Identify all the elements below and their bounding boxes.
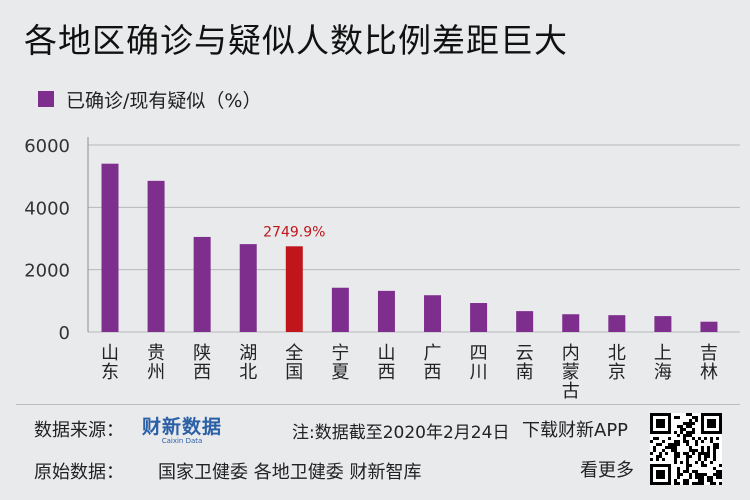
legend-swatch — [38, 91, 54, 107]
bar — [562, 314, 580, 332]
y-tick-label: 0 — [59, 323, 70, 344]
y-tick-label: 6000 — [24, 136, 70, 157]
bar — [377, 290, 395, 332]
x-tick-label: 北京 — [608, 343, 626, 383]
bar — [285, 246, 303, 332]
data-label: 2749.9% — [263, 224, 325, 240]
x-tick-label: 内蒙古 — [562, 343, 580, 402]
x-tick-label: 湖北 — [239, 343, 257, 383]
bar — [700, 321, 718, 332]
x-tick-label: 宁夏 — [331, 343, 349, 383]
download-app-text: 下载财新APP — [522, 420, 629, 441]
x-tick-label: 山西 — [377, 343, 395, 383]
x-tick-label: 山东 — [101, 343, 119, 383]
bar — [147, 180, 165, 332]
caixin-data-logo[interactable]: 财新数据 Caixin Data — [142, 417, 222, 446]
x-tick-label: 贵州 — [147, 343, 165, 383]
x-tick-label: 全国 — [285, 343, 303, 383]
x-tick-label: 吉林 — [700, 343, 718, 383]
x-tick-label: 四川 — [470, 343, 488, 383]
chart-title: 各地区确诊与疑似人数比例差距巨大 — [24, 21, 568, 60]
date-note: 注:数据截至2020年2月24日 — [292, 423, 510, 443]
bar — [470, 303, 488, 332]
raw-data-sources: 国家卫健委 各地卫健委 财新智库 — [158, 462, 422, 483]
x-tick-label: 广西 — [424, 343, 442, 383]
footer-divider — [16, 404, 740, 405]
bar — [516, 311, 534, 332]
bar — [654, 316, 672, 332]
source-label: 数据来源： — [34, 420, 124, 441]
raw-data-label: 原始数据： — [34, 462, 124, 483]
legend-label: 已确诊/现有疑似（%） — [66, 90, 262, 112]
x-tick-label: 上海 — [654, 343, 672, 383]
bar — [331, 287, 349, 332]
y-tick-label: 4000 — [24, 198, 70, 219]
logo-text-en: Caixin Data — [161, 437, 203, 445]
x-tick-label: 陕西 — [193, 343, 211, 383]
bar — [101, 163, 119, 332]
y-tick-label: 2000 — [24, 261, 70, 282]
logo-text-cn: 财新数据 — [142, 416, 223, 438]
bar — [424, 295, 442, 332]
x-tick-label: 云南 — [516, 343, 534, 383]
qr-code-icon[interactable] — [650, 413, 722, 485]
see-more-link[interactable]: 看更多 — [580, 460, 634, 481]
bar — [239, 244, 257, 332]
bar — [608, 315, 626, 332]
bar — [193, 236, 211, 332]
